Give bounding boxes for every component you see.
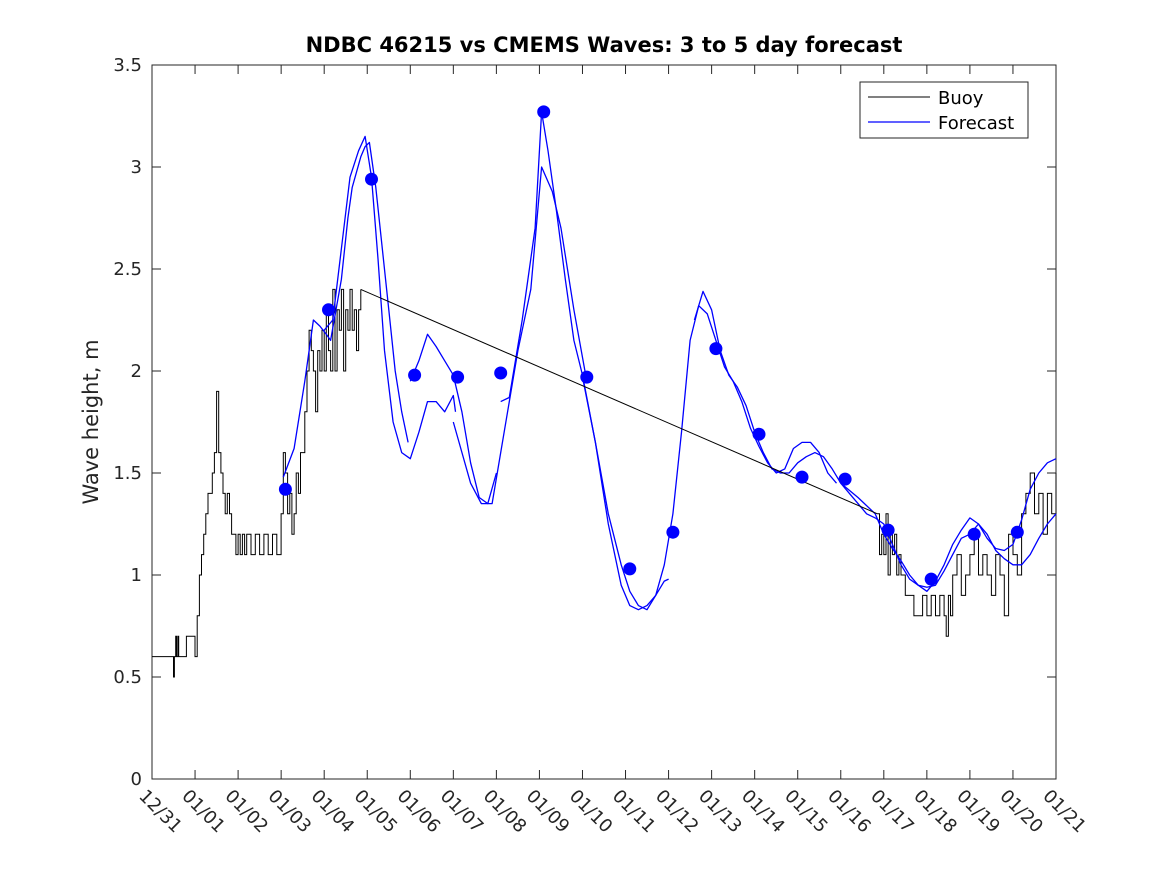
legend-buoy-label: Buoy <box>938 88 984 109</box>
legend-box <box>859 81 1029 139</box>
y-tick-label: 3 <box>131 157 142 178</box>
forecast-marker <box>408 368 422 382</box>
forecast-line <box>581 305 837 611</box>
y-tick-label: 3.5 <box>113 55 142 76</box>
y-tick-label: 2.5 <box>113 259 142 280</box>
forecast-line <box>840 458 1057 592</box>
forecast-marker <box>451 370 465 384</box>
forecast-marker <box>838 472 852 486</box>
forecast-marker <box>666 525 680 539</box>
y-tick-label: 1.5 <box>113 463 142 484</box>
forecast-line <box>452 166 588 505</box>
forecast-marker <box>623 562 637 576</box>
chart-title: NDBC 46215 vs CMEMS Waves: 3 to 5 day fo… <box>306 33 903 57</box>
forecast-marker <box>322 303 335 317</box>
forecast-marker <box>494 366 508 380</box>
forecast-marker <box>365 172 378 186</box>
forecast-marker <box>795 470 809 484</box>
forecast-line <box>323 135 457 460</box>
forecast-marker <box>537 105 551 119</box>
forecast-marker <box>1010 525 1024 539</box>
y-tick-label: 2 <box>131 361 142 382</box>
y-tick-label: 1 <box>131 565 142 586</box>
y-tick-label: 0.5 <box>113 667 142 688</box>
series-layer <box>152 105 1057 678</box>
forecast-marker <box>881 523 895 537</box>
buoy-gap-line <box>360 288 878 515</box>
legend: Buoy Forecast <box>859 81 1029 139</box>
forecast-marker <box>709 342 723 356</box>
y-axis-label: Wave height, m <box>79 339 103 504</box>
y-tick-label: 0 <box>131 769 142 790</box>
forecast-marker <box>580 370 594 384</box>
legend-forecast-label: Forecast <box>938 113 1014 134</box>
forecast-marker <box>278 482 292 496</box>
forecast-marker <box>752 427 766 441</box>
buoy-line <box>152 288 362 678</box>
forecast-marker <box>924 572 938 586</box>
buoy-line <box>877 472 1057 637</box>
forecast-line <box>282 141 409 478</box>
plot-area <box>151 64 1057 780</box>
forecast-marker <box>967 527 981 541</box>
